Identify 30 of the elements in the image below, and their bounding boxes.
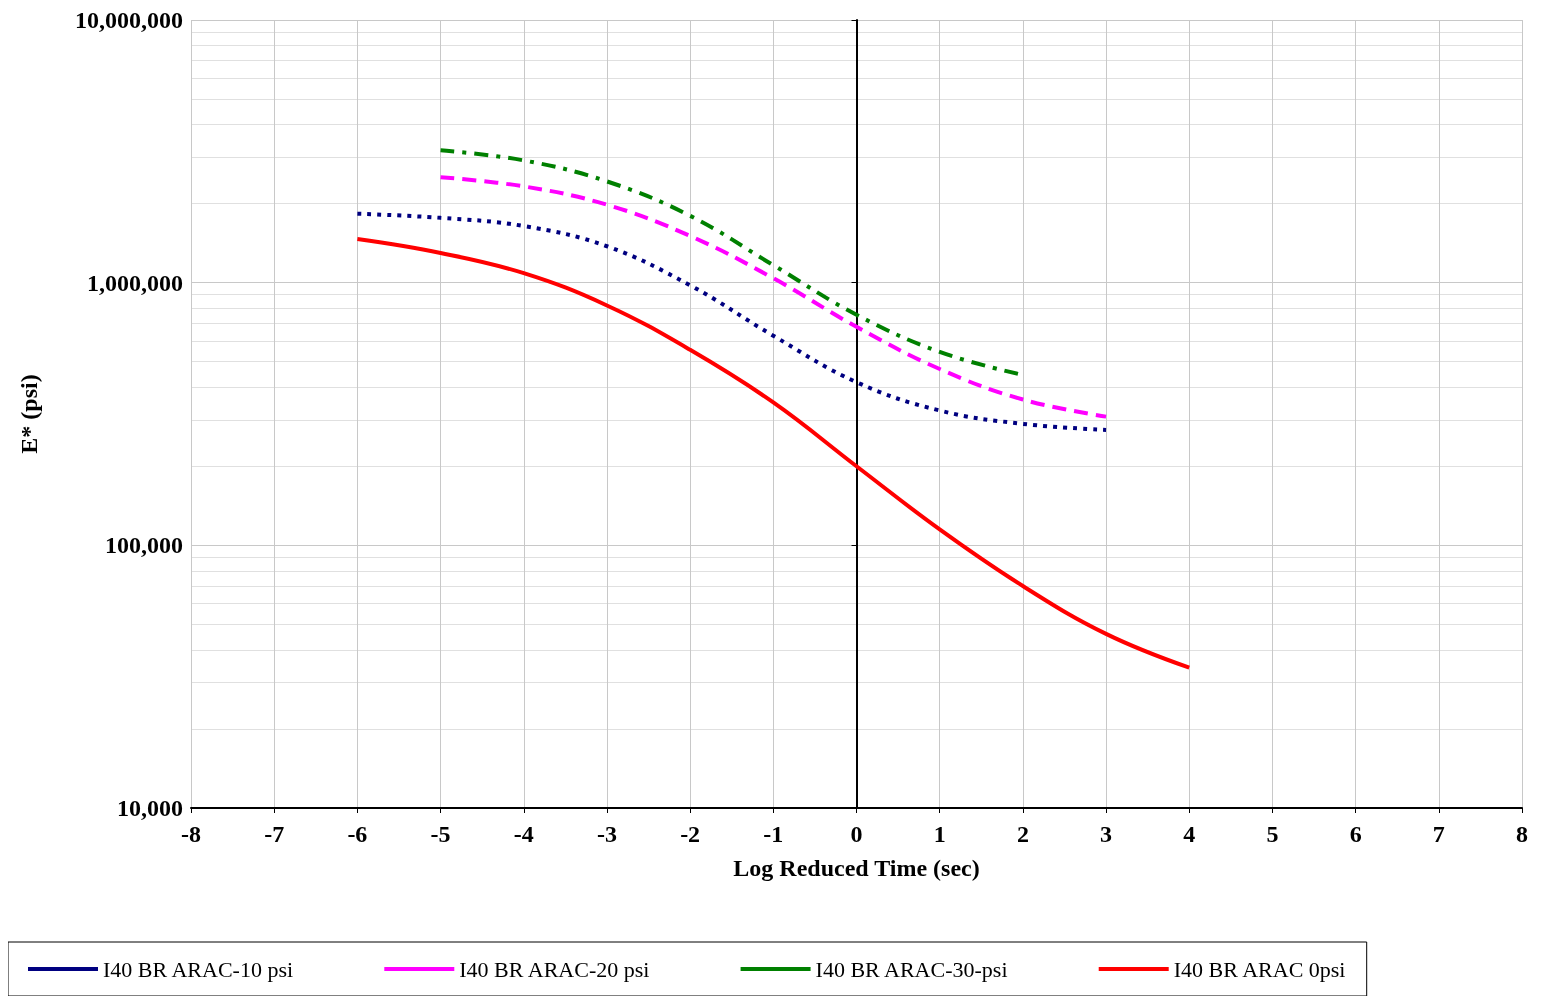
legend-label: I40 BR ARAC-20 psi xyxy=(459,956,650,982)
line-series xyxy=(355,211,1109,432)
y-tick-label: 100,000 xyxy=(105,532,183,559)
legend-label: I40 BR ARAC 0psi xyxy=(1173,956,1346,982)
legend-label: I40 BR ARAC-30-psi xyxy=(815,956,1008,982)
x-tick-label: -6 xyxy=(347,821,368,847)
y-tick-label: 1,000,000 xyxy=(87,269,183,296)
line-series xyxy=(355,237,1192,670)
x-tick-label: 1 xyxy=(933,821,946,847)
x-tick-label: 7 xyxy=(1432,821,1445,847)
x-tick-label: 5 xyxy=(1266,821,1279,847)
x-tick-label: -2 xyxy=(680,821,701,847)
x-tick-label: 8 xyxy=(1516,821,1528,847)
x-axis-title: Log Reduced Time (sec) xyxy=(733,855,980,881)
x-tick-label: 4 xyxy=(1183,821,1196,847)
x-tick-label: 2 xyxy=(1016,821,1029,847)
x-tick-label: 6 xyxy=(1349,821,1362,847)
legend-label: I40 BR ARAC-10 psi xyxy=(103,956,294,982)
line-series xyxy=(438,175,1109,419)
x-tick-label: -7 xyxy=(264,821,285,847)
x-tick-label: 3 xyxy=(1100,821,1113,847)
x-tick-label: -5 xyxy=(430,821,451,847)
y-axis-title: E* (psi) xyxy=(16,374,42,454)
x-tick-label: -4 xyxy=(513,821,534,847)
y-tick-label: 10,000 xyxy=(117,795,183,821)
y-tick-label: 10,000,000 xyxy=(75,7,183,33)
x-tick-label: -8 xyxy=(181,821,201,847)
x-tick-label: -3 xyxy=(596,821,617,847)
x-tick-label: -1 xyxy=(763,821,784,847)
x-tick-label: 0 xyxy=(850,821,863,847)
